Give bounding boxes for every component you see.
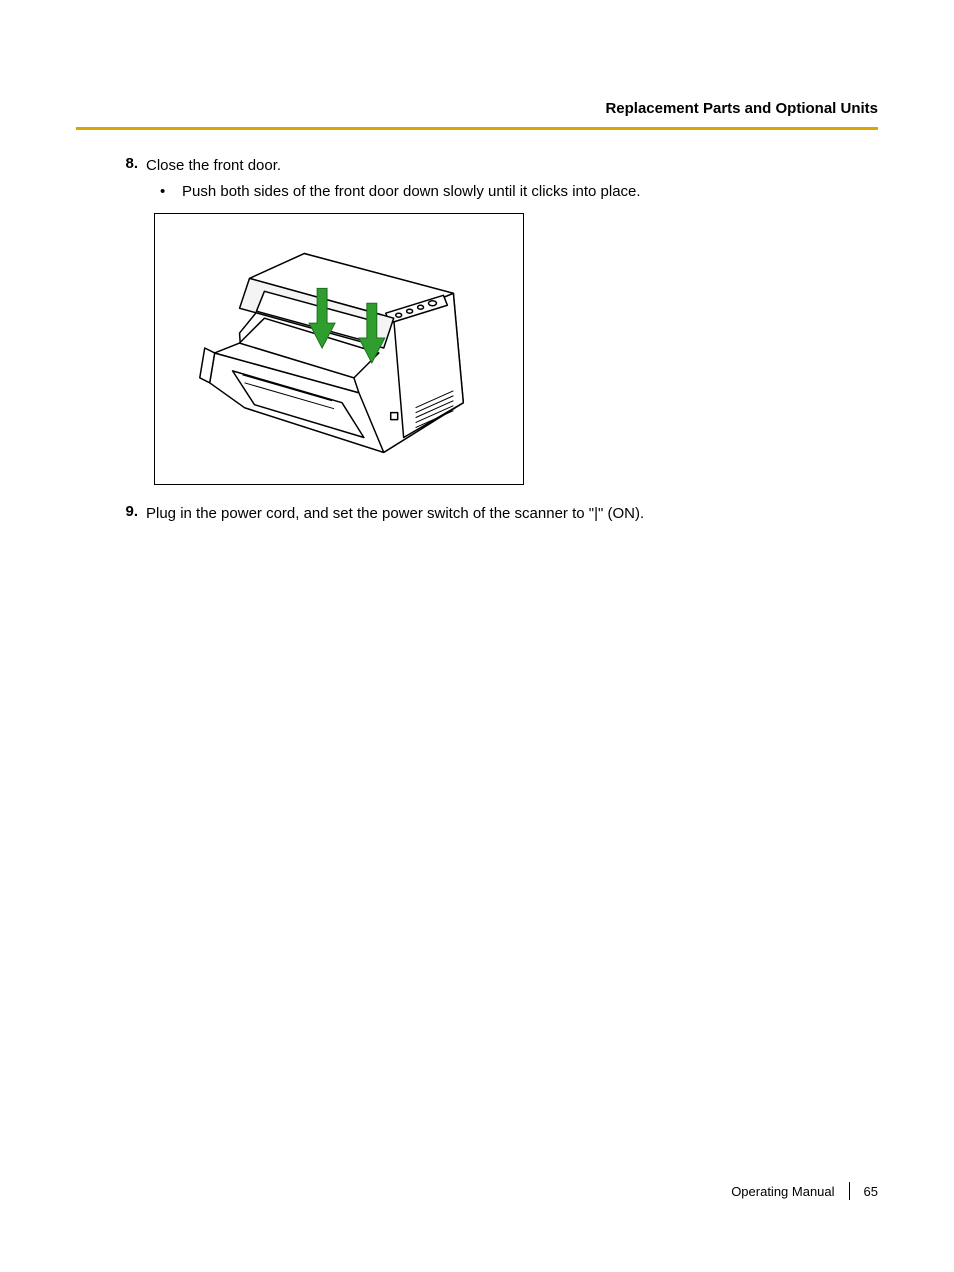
page-footer: Operating Manual 65 <box>731 1182 878 1200</box>
step-9-number: 9. <box>118 503 146 520</box>
footer-separator <box>849 1182 850 1200</box>
step-8-bullets: • Push both sides of the front door down… <box>146 181 878 203</box>
content-area: 8. Close the front door. • Push both sid… <box>118 155 878 530</box>
header-divider <box>76 127 878 130</box>
page-header: Replacement Parts and Optional Units <box>76 100 878 130</box>
footer-label: Operating Manual <box>731 1184 834 1199</box>
step-8-number: 8. <box>118 155 146 172</box>
step-9-text: Plug in the power cord, and set the powe… <box>146 505 644 522</box>
step-8-text: Close the front door. <box>146 157 281 174</box>
step-8-body: Close the front door. • Push both sides … <box>146 155 878 203</box>
scanner-illustration <box>155 213 523 485</box>
step-8: 8. Close the front door. • Push both sid… <box>118 155 878 203</box>
step-8-bullet-text: Push both sides of the front door down s… <box>182 181 641 203</box>
section-title: Replacement Parts and Optional Units <box>76 100 878 127</box>
page: Replacement Parts and Optional Units 8. … <box>0 0 954 1272</box>
step-8-bullet-1: • Push both sides of the front door down… <box>160 181 878 203</box>
step-9-body: Plug in the power cord, and set the powe… <box>146 503 878 525</box>
footer-page-number: 65 <box>864 1184 878 1199</box>
bullet-marker: • <box>160 181 182 203</box>
step-8-figure <box>154 213 524 485</box>
step-9: 9. Plug in the power cord, and set the p… <box>118 503 878 525</box>
